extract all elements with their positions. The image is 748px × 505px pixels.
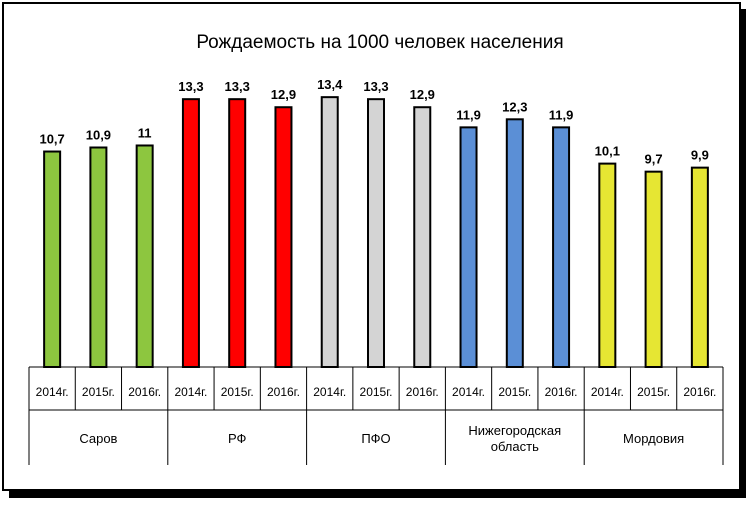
data-label: 12,3 bbox=[502, 99, 527, 114]
bar bbox=[598, 162, 617, 368]
bar bbox=[89, 146, 108, 368]
data-label: 11,9 bbox=[549, 107, 574, 122]
data-label: 11,9 bbox=[456, 107, 481, 122]
x-tick-label: 2014г. bbox=[36, 385, 69, 399]
x-tick-label: 2014г. bbox=[452, 385, 485, 399]
data-label: 10,7 bbox=[39, 132, 64, 147]
data-label: 13,3 bbox=[363, 79, 388, 94]
x-tick-label: 2015г. bbox=[498, 385, 531, 399]
data-label: 10,9 bbox=[86, 127, 111, 142]
bar bbox=[274, 106, 293, 368]
bar bbox=[505, 118, 524, 368]
x-tick-label: 2015г. bbox=[221, 385, 254, 399]
bar bbox=[228, 98, 247, 368]
x-tick-label: 2016г. bbox=[128, 385, 161, 399]
data-label: 12,9 bbox=[410, 87, 435, 102]
group-label: Мордовия bbox=[623, 431, 684, 446]
group-label: ПФО bbox=[361, 431, 390, 446]
x-tick-label: 2016г. bbox=[406, 385, 439, 399]
bar bbox=[320, 96, 339, 368]
group-label: Нижегородская bbox=[468, 423, 561, 438]
bar bbox=[413, 106, 432, 368]
x-tick-label: 2016г. bbox=[267, 385, 300, 399]
x-tick-label: 2015г. bbox=[82, 385, 115, 399]
chart-title: Рождаемость на 1000 человек населения bbox=[196, 32, 563, 53]
group-label: РФ bbox=[228, 431, 247, 446]
bar bbox=[43, 150, 62, 368]
x-tick-label: 2015г. bbox=[637, 385, 670, 399]
group-label: Саров bbox=[79, 431, 117, 446]
data-label: 12,9 bbox=[271, 87, 296, 102]
plot-area: 10,7 2014г. 10,9 2015г. 11 2016г. Саров 13,3 201… bbox=[28, 77, 724, 465]
data-label: 9,9 bbox=[691, 148, 709, 163]
x-tick-label: 2015г. bbox=[360, 385, 393, 399]
data-label: 10,1 bbox=[595, 144, 620, 159]
x-tick-label: 2014г. bbox=[174, 385, 207, 399]
x-tick-label: 2016г. bbox=[545, 385, 578, 399]
x-tick-label: 2014г. bbox=[313, 385, 346, 399]
bar bbox=[552, 126, 571, 368]
bar bbox=[135, 144, 154, 368]
data-label: 13,3 bbox=[225, 79, 250, 94]
x-tick-label: 2016г. bbox=[683, 385, 716, 399]
data-label: 13,4 bbox=[317, 77, 343, 92]
group-label: область bbox=[491, 439, 539, 454]
bar bbox=[181, 98, 200, 368]
bar bbox=[644, 170, 663, 368]
bar bbox=[367, 98, 385, 368]
x-tick-label: 2014г. bbox=[591, 385, 624, 399]
data-label: 11 bbox=[138, 125, 152, 140]
bar bbox=[459, 126, 478, 368]
bar bbox=[690, 166, 709, 368]
data-label: 9,7 bbox=[645, 152, 663, 167]
data-label: 13,3 bbox=[178, 79, 203, 94]
